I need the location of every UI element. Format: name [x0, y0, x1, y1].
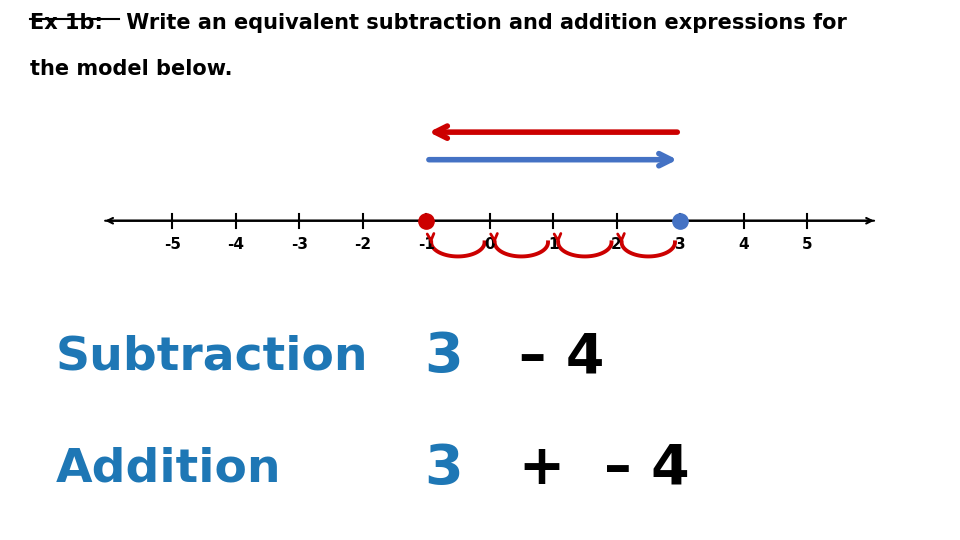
Text: -4: -4: [228, 237, 244, 252]
Text: – 4: – 4: [480, 330, 605, 384]
Text: 3: 3: [675, 237, 685, 252]
Text: Subtraction: Subtraction: [56, 335, 369, 380]
Text: Ex 1b:: Ex 1b:: [31, 13, 103, 33]
Text: -3: -3: [291, 237, 307, 252]
Text: -2: -2: [354, 237, 372, 252]
Text: 4: 4: [738, 237, 749, 252]
Text: 3: 3: [424, 442, 464, 496]
Text: -1: -1: [418, 237, 435, 252]
Text: 3: 3: [424, 330, 464, 384]
Text: 1: 1: [548, 237, 559, 252]
Text: 2: 2: [612, 237, 622, 252]
Text: +  – 4: + – 4: [480, 442, 689, 496]
Text: Addition: Addition: [56, 447, 281, 491]
Text: -5: -5: [164, 237, 180, 252]
Text: Write an equivalent subtraction and addition expressions for: Write an equivalent subtraction and addi…: [119, 13, 847, 33]
Text: 5: 5: [802, 237, 812, 252]
Text: the model below.: the model below.: [31, 59, 232, 79]
Text: 0: 0: [484, 237, 495, 252]
